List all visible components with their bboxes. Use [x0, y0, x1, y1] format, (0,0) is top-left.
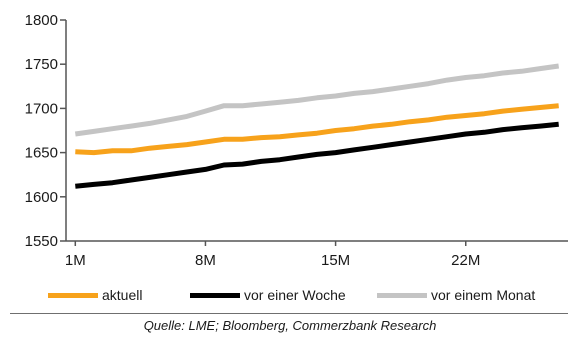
x-tick-label: 22M: [451, 252, 480, 269]
y-tick-label: 1700: [25, 100, 58, 117]
y-tick-label: 1800: [25, 12, 58, 29]
series-line-vor-einer-woche: [75, 121, 559, 189]
x-tick-label: 15M: [321, 252, 350, 269]
y-tick-label: 1650: [25, 145, 58, 162]
legend-label-vor-einem-monat: vor einem Monat: [431, 287, 536, 303]
legend-label-vor-einer-woche: vor einer Woche: [244, 287, 346, 303]
legend-item-vor-einer-woche: vor einer Woche: [190, 283, 346, 307]
legend: aktuell vor einer Woche vor einem Monat: [0, 283, 580, 307]
x-tick-label: 8M: [195, 252, 216, 269]
legend-label-aktuell: aktuell: [102, 287, 143, 303]
legend-swatch-vor-einem-monat: [377, 292, 427, 298]
y-axis-ticks: 1550 1600 1650 1700 1750 1800: [25, 12, 66, 250]
series-line-aktuell: [75, 103, 559, 156]
y-tick-label: 1550: [25, 233, 58, 250]
source-divider: [10, 313, 568, 314]
legend-swatch-vor-einer-woche: [190, 292, 240, 298]
source-note: Quelle: LME; Bloomberg, Commerzbank Rese…: [143, 318, 437, 333]
chart: 1550 1600 1650 1700 1750 1800 1M 8M 15M 22M: [25, 12, 568, 269]
legend-item-aktuell: aktuell: [48, 283, 142, 307]
series-lines: [74, 63, 560, 189]
y-tick-label: 1750: [25, 56, 58, 73]
legend-item-vor-einem-monat: vor einem Monat: [377, 283, 535, 307]
legend-swatch-aktuell: [48, 292, 98, 298]
x-axis-ticks: 1M 8M 15M 22M: [65, 241, 480, 269]
y-tick-label: 1600: [25, 189, 58, 206]
series-line-vor-einem-monat: [74, 63, 560, 137]
x-tick-label: 1M: [65, 252, 86, 269]
